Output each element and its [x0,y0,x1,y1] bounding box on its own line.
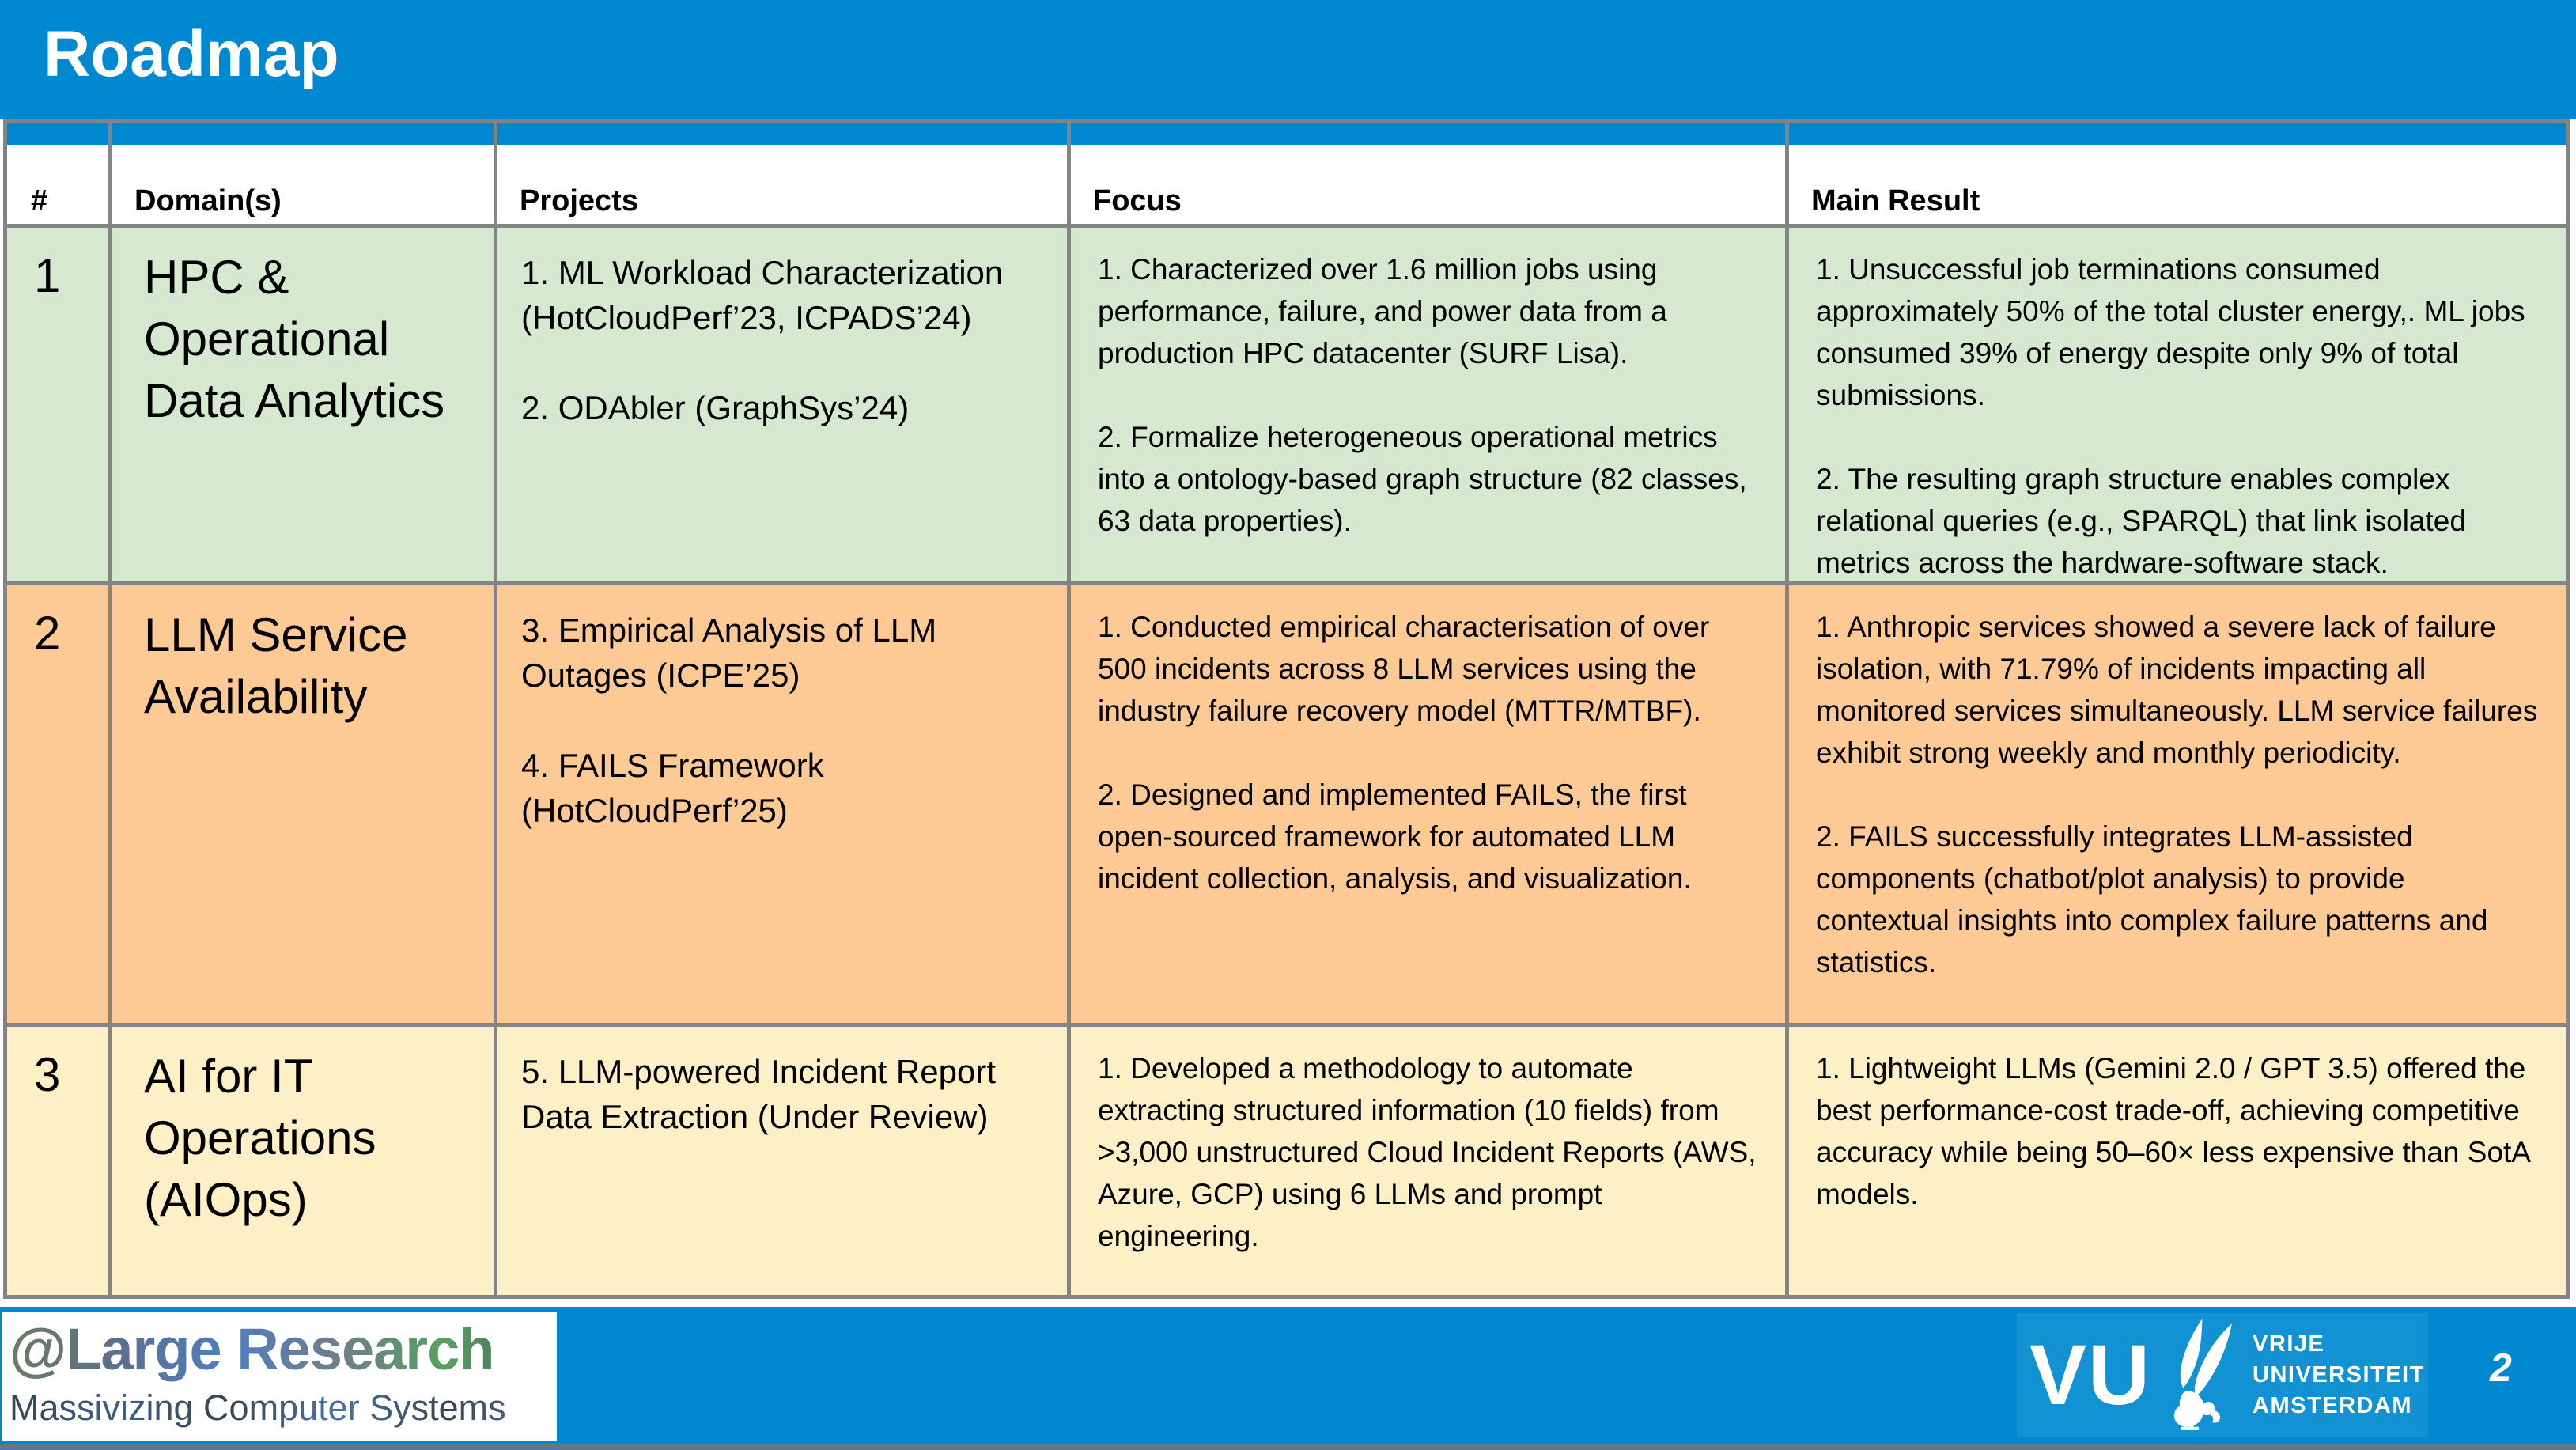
domain-line: Operations [144,1111,376,1164]
title-banner: Roadmap [0,0,2576,119]
focus-cell: 1. Conducted empirical characterisation … [1071,585,1785,1023]
main-result-item: 1. Unsuccessful job terminations consume… [1816,253,2525,411]
page-number: 2 [2490,1346,2512,1390]
column-header-main-result: Main Result [1789,123,2566,224]
focus-cell: 1. Characterized over 1.6 million jobs u… [1071,228,1785,581]
main-result-item: 2. The resulting graph structure enables… [1816,463,2466,579]
atlarge-research-logo: @Large Research Massivizing Computer Sys… [2,1312,557,1441]
project-item: 3. Empirical Analysis of LLM Outages (IC… [521,611,937,694]
row-number: 1 [7,228,108,581]
column-header-projects: Projects [497,123,1067,224]
column-header-number: # [7,123,108,224]
column-header-focus: Focus [1071,123,1785,224]
main-result-item: 1. Anthropic services showed a severe la… [1816,611,2538,769]
vu-griffin-icon [2173,1319,2232,1430]
projects-cell: 3. Empirical Analysis of LLM Outages (IC… [497,585,1067,1023]
footer-bar: @Large Research Massivizing Computer Sys… [0,1307,2576,1450]
domain-line: HPC & [144,251,289,304]
domain-line: LLM Service [144,608,408,661]
vu-initials: VU [2029,1327,2152,1422]
row-number: 2 [7,585,108,1023]
vu-wordmark: VRIJE UNIVERSITEIT AMSTERDAM [2253,1329,2425,1422]
domain-line: Data Analytics [144,374,445,427]
main-result-item: 1. Lightweight LLMs (Gemini 2.0 / GPT 3.… [1816,1052,2529,1210]
massivizing-computer-systems-tagline: Massivizing Computer Systems [9,1386,557,1430]
row-number: 3 [7,1027,108,1295]
column-header-domain: Domain(s) [112,123,494,224]
domain-line: Operational [144,312,390,365]
project-item: 2. ODAbler (GraphSys’24) [521,389,910,426]
vu-university-logo: VU VRIJE UNIVERSITEIT AMSTERDAM [2017,1313,2428,1437]
project-item: 5. LLM-powered Incident Report Data Extr… [521,1053,996,1135]
projects-cell: 1. ML Workload Characterization (HotClou… [497,228,1067,581]
project-item: 1. ML Workload Characterization (HotClou… [521,254,1004,336]
domain-line: (AIOps) [144,1173,308,1226]
vu-wordmark-line: AMSTERDAM [2253,1392,2413,1418]
main-result-cell: 1. Unsuccessful job terminations consume… [1789,228,2566,581]
main-result-cell: 1. Lightweight LLMs (Gemini 2.0 / GPT 3.… [1789,1027,2566,1295]
project-item: 4. FAILS Framework (HotCloudPerf’25) [521,747,824,829]
domain-cell: AI for IT Operations (AIOps) [112,1027,494,1295]
focus-item: 1. Conducted empirical characterisation … [1098,611,1710,727]
focus-item: 1. Developed a methodology to automate e… [1098,1052,1757,1252]
focus-item: 2. Formalize heterogeneous operational m… [1098,421,1747,537]
page-title: Roadmap [44,18,339,90]
main-result-cell: 1. Anthropic services showed a severe la… [1789,585,2566,1023]
domain-cell: LLM Service Availability [112,585,494,1023]
domain-line: AI for IT [144,1050,313,1103]
domain-cell: HPC & Operational Data Analytics [112,228,494,581]
vu-wordmark-line: UNIVERSITEIT [2253,1361,2425,1388]
footer-bottom-divider [0,1444,2576,1450]
vu-wordmark-line: VRIJE [2253,1331,2325,1357]
main-result-item: 2. FAILS successfully integrates LLM-ass… [1816,820,2488,979]
focus-item: 2. Designed and implemented FAILS, the f… [1098,778,1692,895]
focus-cell: 1. Developed a methodology to automate e… [1071,1027,1785,1295]
focus-item: 1. Characterized over 1.6 million jobs u… [1098,253,1667,369]
domain-line: Availability [144,670,368,723]
roadmap-table: # Domain(s) Projects Focus Main Result 1… [3,119,2570,1299]
projects-cell: 5. LLM-powered Incident Report Data Extr… [497,1027,1067,1295]
atlarge-research-wordmark: @Large Research [9,1313,557,1386]
